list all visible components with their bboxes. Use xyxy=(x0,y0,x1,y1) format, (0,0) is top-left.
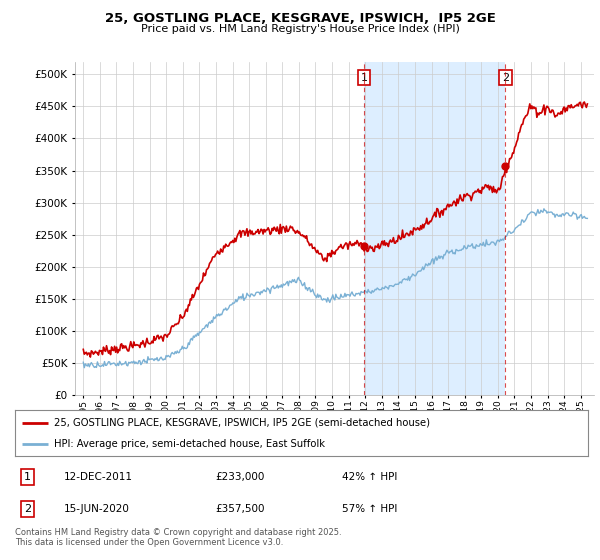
Text: Price paid vs. HM Land Registry's House Price Index (HPI): Price paid vs. HM Land Registry's House … xyxy=(140,24,460,34)
Text: 1: 1 xyxy=(24,472,31,482)
Text: 1: 1 xyxy=(361,73,367,83)
Text: Contains HM Land Registry data © Crown copyright and database right 2025.
This d: Contains HM Land Registry data © Crown c… xyxy=(15,528,341,547)
Text: 2: 2 xyxy=(24,504,31,514)
Text: 57% ↑ HPI: 57% ↑ HPI xyxy=(341,504,397,514)
Text: £357,500: £357,500 xyxy=(215,504,265,514)
Text: 15-JUN-2020: 15-JUN-2020 xyxy=(64,504,130,514)
Text: 2: 2 xyxy=(502,73,509,83)
Text: 12-DEC-2011: 12-DEC-2011 xyxy=(64,472,133,482)
Text: HPI: Average price, semi-detached house, East Suffolk: HPI: Average price, semi-detached house,… xyxy=(54,439,325,449)
Bar xyxy=(364,62,505,395)
Text: £233,000: £233,000 xyxy=(215,472,265,482)
Text: 25, GOSTLING PLACE, KESGRAVE, IPSWICH,  IP5 2GE: 25, GOSTLING PLACE, KESGRAVE, IPSWICH, I… xyxy=(104,12,496,25)
Text: 42% ↑ HPI: 42% ↑ HPI xyxy=(341,472,397,482)
Text: 25, GOSTLING PLACE, KESGRAVE, IPSWICH, IP5 2GE (semi-detached house): 25, GOSTLING PLACE, KESGRAVE, IPSWICH, I… xyxy=(54,418,430,428)
